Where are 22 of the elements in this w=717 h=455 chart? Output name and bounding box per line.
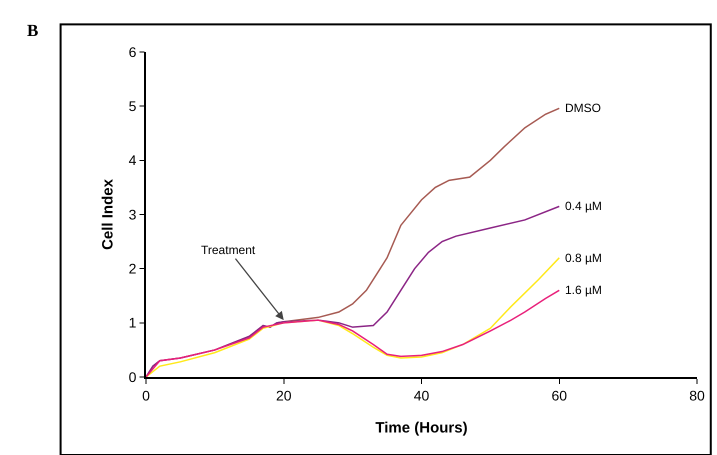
annotation: Treatment	[201, 243, 256, 257]
x-tick-label: 40	[414, 388, 430, 404]
y-axis-title: Cell Index	[99, 178, 116, 250]
y-tick-label: 0	[128, 368, 137, 385]
series-label: 0.8 µM	[565, 251, 602, 265]
y-tick-label: 6	[128, 44, 137, 60]
x-tick-label: 0	[142, 388, 150, 404]
y-tick-label: 4	[128, 152, 137, 168]
series-label: 1.6 µM	[565, 283, 602, 297]
x-tick-label: 20	[276, 388, 292, 404]
y-tick-label: 2	[128, 260, 137, 277]
x-tick-label: 80	[689, 388, 705, 404]
y-tick-label: 3	[128, 206, 137, 222]
x-axis-title: Time (Hours)	[375, 420, 468, 436]
text: B	[27, 21, 38, 40]
series-label: 0.4 µM	[565, 199, 602, 213]
x-tick-label: 60	[551, 388, 568, 404]
line-series	[146, 257, 560, 377]
y-tick-label: 5	[128, 98, 137, 114]
y-tick-label: 1	[128, 314, 137, 331]
series-label: DMSO	[565, 101, 601, 115]
line-series	[146, 290, 560, 377]
